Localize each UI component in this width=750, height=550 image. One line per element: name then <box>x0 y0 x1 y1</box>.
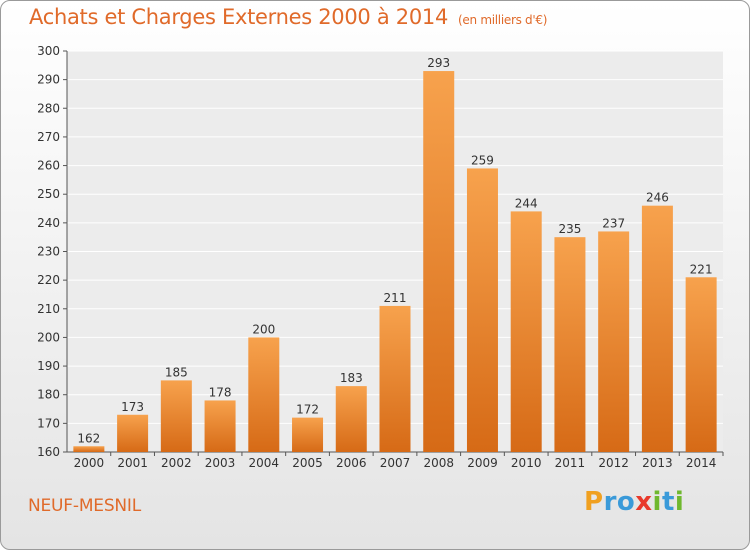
bar <box>554 237 586 452</box>
bar-value-label: 246 <box>646 191 669 205</box>
bar-value-label: 183 <box>340 371 363 385</box>
bar <box>641 205 673 452</box>
logo-letter: i <box>674 487 685 517</box>
logo-letter: x <box>635 487 653 517</box>
x-tick-label: 2012 <box>598 456 629 470</box>
y-tick-label: 260 <box>37 159 60 173</box>
bar <box>160 380 192 452</box>
y-tick-label: 180 <box>37 388 60 402</box>
bar-value-label: 200 <box>252 322 275 336</box>
chart-title-text: Achats et Charges Externes 2000 à 2014 <box>29 5 449 29</box>
x-tick-label: 2011 <box>555 456 586 470</box>
x-tick-label: 2001 <box>117 456 148 470</box>
bar <box>685 277 717 452</box>
bar-value-label: 211 <box>384 291 407 305</box>
bar <box>73 446 105 452</box>
y-tick-label: 270 <box>37 130 60 144</box>
bar-value-label: 185 <box>165 365 188 379</box>
y-tick-label: 170 <box>37 416 60 430</box>
x-tick-label: 2008 <box>423 456 454 470</box>
commune-name: NEUF-MESNIL <box>28 496 142 516</box>
chart-subtitle: (en milliers d'€) <box>458 13 548 27</box>
x-tick-label: 2009 <box>467 456 498 470</box>
logo-letter: i <box>652 487 662 517</box>
y-tick-label: 200 <box>37 330 60 344</box>
bar <box>248 337 280 452</box>
bar-value-label: 244 <box>515 196 538 210</box>
x-tick-label: 2006 <box>336 456 367 470</box>
bar-value-label: 173 <box>121 400 144 414</box>
bar-value-label: 178 <box>209 385 232 399</box>
y-tick-label: 220 <box>37 273 60 287</box>
bar-value-label: 259 <box>471 153 494 167</box>
chart-title: Achats et Charges Externes 2000 à 2014 (e… <box>29 5 547 29</box>
proxiti-logo: Proxiti <box>584 487 684 517</box>
x-tick-label: 2002 <box>161 456 192 470</box>
x-tick-label: 2010 <box>511 456 542 470</box>
bar-value-label: 221 <box>690 262 713 276</box>
bar-value-label: 172 <box>296 403 319 417</box>
x-tick-label: 2003 <box>205 456 236 470</box>
bar <box>335 386 367 452</box>
x-tick-label: 2014 <box>686 456 717 470</box>
bar <box>466 168 498 452</box>
y-tick-label: 250 <box>37 187 60 201</box>
logo-letter: t <box>661 487 675 517</box>
y-tick-label: 290 <box>37 73 60 87</box>
logo-letter: o <box>616 487 636 517</box>
y-tick-label: 190 <box>37 359 60 373</box>
bar-value-label: 293 <box>427 56 450 70</box>
bar <box>292 417 324 452</box>
x-tick-label: 2004 <box>249 456 280 470</box>
logo-letter: r <box>603 487 617 517</box>
bar-value-label: 235 <box>558 222 581 236</box>
bar <box>510 211 542 452</box>
bar <box>204 400 236 452</box>
y-tick-label: 300 <box>37 44 60 58</box>
y-tick-label: 280 <box>37 101 60 115</box>
bar <box>379 305 411 452</box>
bar-value-label: 162 <box>77 431 100 445</box>
y-tick-label: 210 <box>37 302 60 316</box>
y-tick-label: 230 <box>37 245 60 259</box>
y-tick-label: 240 <box>37 216 60 230</box>
x-tick-label: 2013 <box>642 456 673 470</box>
y-tick-label: 160 <box>37 445 60 459</box>
logo-letter: P <box>584 487 604 517</box>
bar-value-label: 237 <box>602 216 625 230</box>
x-tick-label: 2007 <box>380 456 411 470</box>
bar <box>423 71 455 453</box>
bar <box>117 414 149 452</box>
x-tick-label: 2000 <box>74 456 105 470</box>
x-tick-label: 2005 <box>292 456 323 470</box>
bar <box>598 231 630 452</box>
